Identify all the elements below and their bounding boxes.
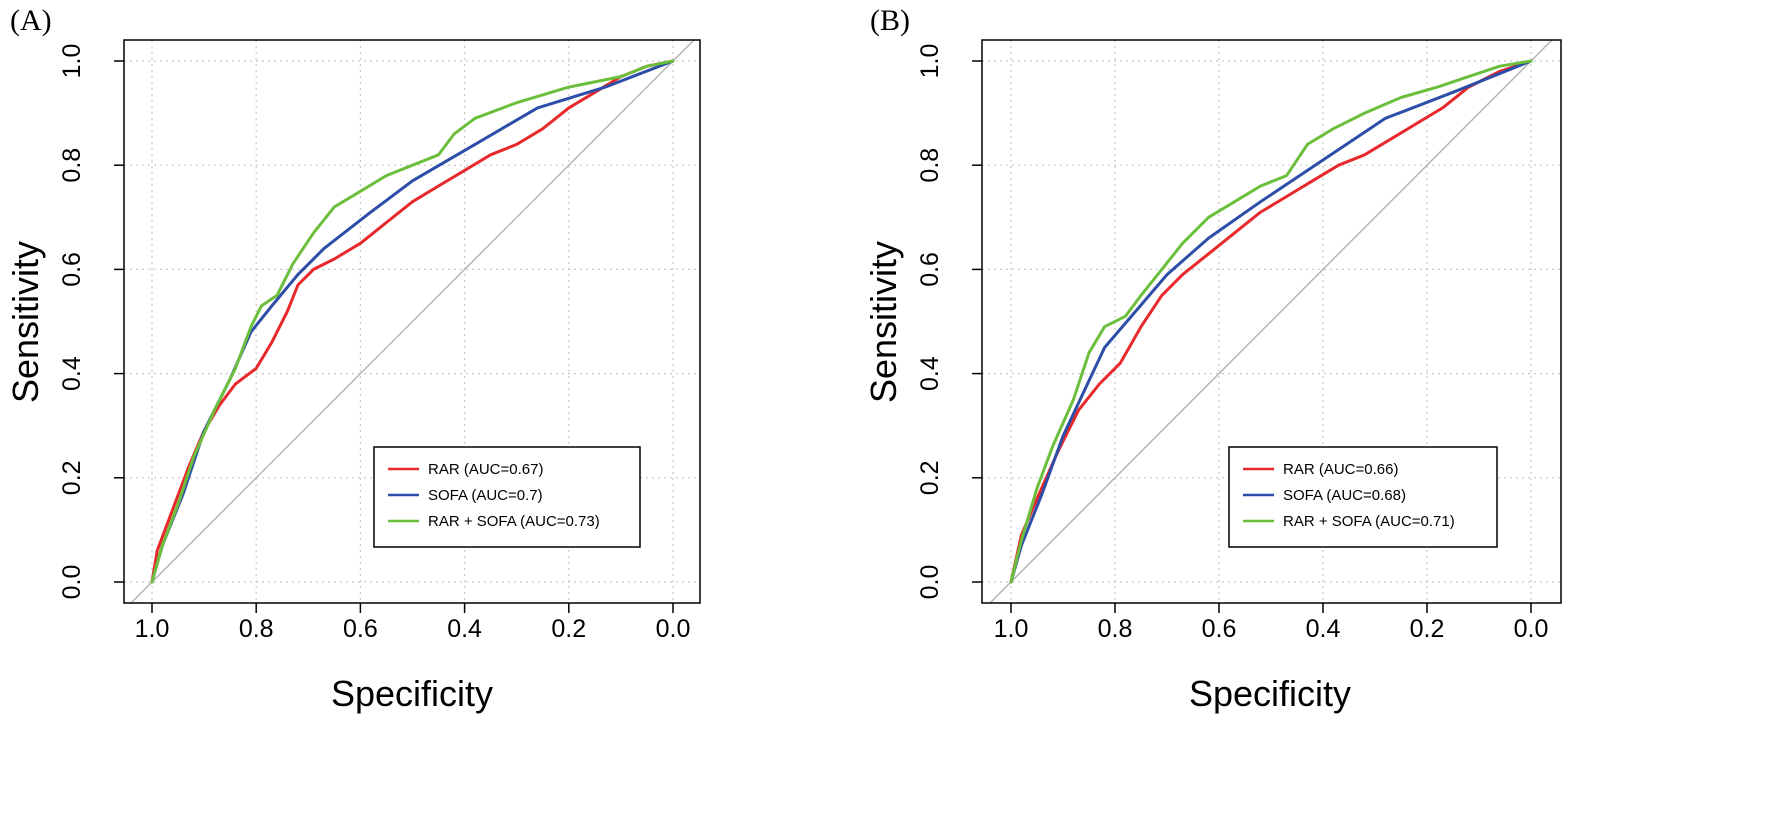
x-tick-label: 0.4 <box>447 615 482 643</box>
roc-curve-sofa <box>150 59 675 584</box>
x-axis-title: Specificity <box>1189 673 1351 714</box>
y-tick-label: 0.4 <box>916 356 944 391</box>
legend: RAR (AUC=0.66) SOFA (AUC=0.68) RAR + SOFA … <box>1228 446 1498 548</box>
plot-frame <box>123 39 701 604</box>
legend-box <box>1228 446 1498 548</box>
legend-label: RAR + SOFA (AUC=0.71) <box>1283 513 1455 530</box>
y-tick-label: 1.0 <box>916 44 944 79</box>
y-tick-label: 1.0 <box>58 44 86 79</box>
y-tick-label: 0.6 <box>58 252 86 287</box>
x-tick-label: 0.8 <box>239 615 274 643</box>
y-tick-label: 0.6 <box>916 252 944 287</box>
roc-curve-rar-sofa <box>150 59 675 584</box>
y-tick-label: 0.4 <box>58 356 86 391</box>
y-tick-label: 0.8 <box>916 148 944 183</box>
roc-panel-b: 1.0 0.8 0.6 0.4 0.2 0.0 0.0 0.2 0.4 0.6 0.8 1.0 Spec… <box>863 4 1562 714</box>
roc-curve-rar-sofa <box>1009 59 1533 584</box>
legend-label: RAR (AUC=0.67) <box>428 461 543 478</box>
x-tick-label: 1.0 <box>994 615 1029 643</box>
chance-diagonal-line <box>129 40 696 603</box>
legend-box <box>373 446 641 548</box>
y-axis-title: Sensitivity <box>863 241 904 403</box>
x-tick-label: 0.4 <box>1306 615 1341 643</box>
y-tick-label: 0.0 <box>916 565 944 600</box>
y-axis-title: Sensitivity <box>5 241 46 403</box>
x-tick-label: 0.2 <box>551 615 586 643</box>
panel-label: (A) <box>10 4 52 37</box>
x-tick-label: 0.6 <box>343 615 378 643</box>
x-tick-label: 0.0 <box>656 615 691 643</box>
x-tick-label: 0.6 <box>1202 615 1237 643</box>
legend-label: RAR (AUC=0.66) <box>1283 461 1398 478</box>
x-tick-label: 1.0 <box>135 615 170 643</box>
x-tick-label: 0.2 <box>1410 615 1445 643</box>
y-tick-label: 0.2 <box>58 460 86 495</box>
panel-label: (B) <box>870 4 910 37</box>
roc-panel-a: 1.0 0.8 0.6 0.4 0.2 0.0 0.0 0.2 0.4 0.6 0.8 1.0 Spec… <box>5 4 701 714</box>
legend: RAR (AUC=0.67) SOFA (AUC=0.7) RAR + SOFA (… <box>373 446 641 548</box>
legend-label: SOFA (AUC=0.7) <box>428 487 543 504</box>
x-tick-label: 0.0 <box>1514 615 1549 643</box>
roc-curve-rar <box>1009 59 1533 584</box>
legend-label: SOFA (AUC=0.68) <box>1283 487 1406 504</box>
x-tick-label: 0.8 <box>1098 615 1133 643</box>
chance-diagonal-line <box>988 40 1554 603</box>
plot-frame <box>981 39 1562 604</box>
y-tick-label: 0.2 <box>916 460 944 495</box>
y-tick-label: 0.0 <box>58 565 86 600</box>
y-tick-label: 0.8 <box>58 148 86 183</box>
roc-curve-sofa <box>1009 59 1533 584</box>
legend-label: RAR + SOFA (AUC=0.73) <box>428 513 600 530</box>
x-axis-title: Specificity <box>331 673 493 714</box>
